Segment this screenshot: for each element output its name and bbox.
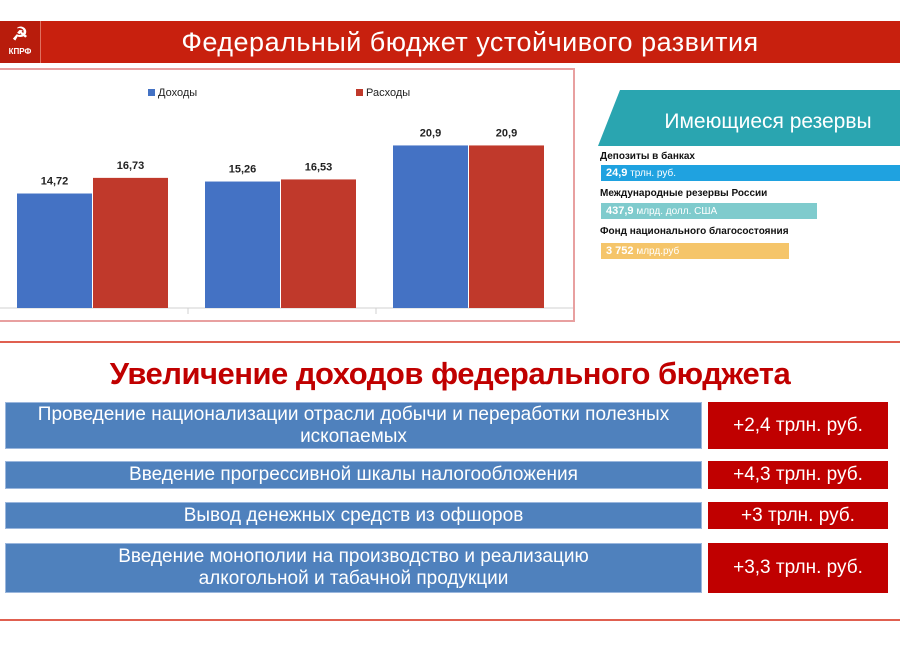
reserve-bar: 3 752 млрд.руб	[601, 243, 789, 259]
income-measure: Введение монополии на производство и реа…	[5, 543, 702, 593]
income-amount: +3 трлн. руб.	[708, 502, 888, 529]
legend-swatch	[148, 89, 155, 96]
reserve-label: Международные резервы России	[600, 188, 768, 199]
bar-Расходы	[469, 145, 544, 308]
income-measure: Введение прогрессивной шкалы налогооблож…	[5, 461, 702, 489]
bar-chart-svg: Доходы Расходы 2017 14,72 16,73 2018 15,26 16,5…	[0, 87, 573, 331]
data-label: 16,53	[305, 161, 333, 173]
budget-chart: Доходы Расходы 2017 14,72 16,73 2018 15,26 16,5…	[0, 68, 575, 331]
reserve-unit: млрд.руб	[636, 246, 680, 257]
bar-Расходы	[93, 177, 168, 308]
data-label: 15,26	[229, 164, 257, 176]
income-title: Увеличение доходов федерального бюджета	[109, 356, 791, 391]
income-amount: +2,4 трлн. руб.	[708, 402, 888, 449]
data-label: 20,9	[420, 127, 441, 139]
reserve-value: 3 752	[606, 245, 634, 257]
divider	[0, 619, 900, 621]
bar-Доходы	[205, 181, 280, 308]
legend-label: Доходы	[158, 87, 197, 99]
hammer-sickle-icon: ☭	[11, 24, 29, 44]
reserve-bar: 24,9 трлн. руб.	[601, 165, 900, 181]
legend-label: Расходы	[366, 87, 410, 99]
reserve-label: Фонд национального благосостояния	[600, 226, 789, 237]
data-label: 16,73	[117, 160, 145, 172]
divider	[0, 341, 900, 343]
reserve-label: Депозиты в банках	[600, 151, 695, 162]
reserve-value: 24,9	[606, 167, 628, 179]
bar-Расходы	[281, 179, 356, 308]
reserve-unit: млрд. долл. США	[636, 206, 718, 217]
reserve-bar: 437,9 млрд. долл. США	[601, 203, 817, 219]
category-label: 2018	[270, 319, 294, 320]
income-measure: Проведение национализации отрасли добычи…	[5, 402, 702, 449]
data-label: 20,9	[496, 127, 517, 139]
reserve-unit: трлн. руб.	[630, 168, 676, 179]
category-label: 2017	[82, 319, 106, 320]
income-amount: +3,3 трлн. руб.	[708, 543, 888, 593]
reserves-banner: Имеющиеся резервы	[598, 90, 900, 146]
banner-shape	[598, 90, 900, 146]
income-amount: +4,3 трлн. руб.	[708, 461, 888, 489]
data-label: 14,72	[41, 176, 69, 188]
slide-title: Федеральный бюджет устойчивого развития	[181, 27, 759, 57]
reserves-title: Имеющиеся резервы	[664, 110, 871, 133]
logo-text: КПРФ	[8, 47, 32, 56]
bar-Доходы	[17, 193, 92, 308]
legend-swatch	[356, 89, 363, 96]
category-label: 2019*	[456, 319, 485, 320]
title-bar	[0, 21, 900, 63]
reserve-value: 437,9	[606, 205, 634, 217]
income-measure: Вывод денежных средств из офшоров	[5, 502, 702, 529]
kprf-logo: ☭ КПРФ	[0, 21, 41, 63]
bar-Доходы	[393, 145, 468, 308]
